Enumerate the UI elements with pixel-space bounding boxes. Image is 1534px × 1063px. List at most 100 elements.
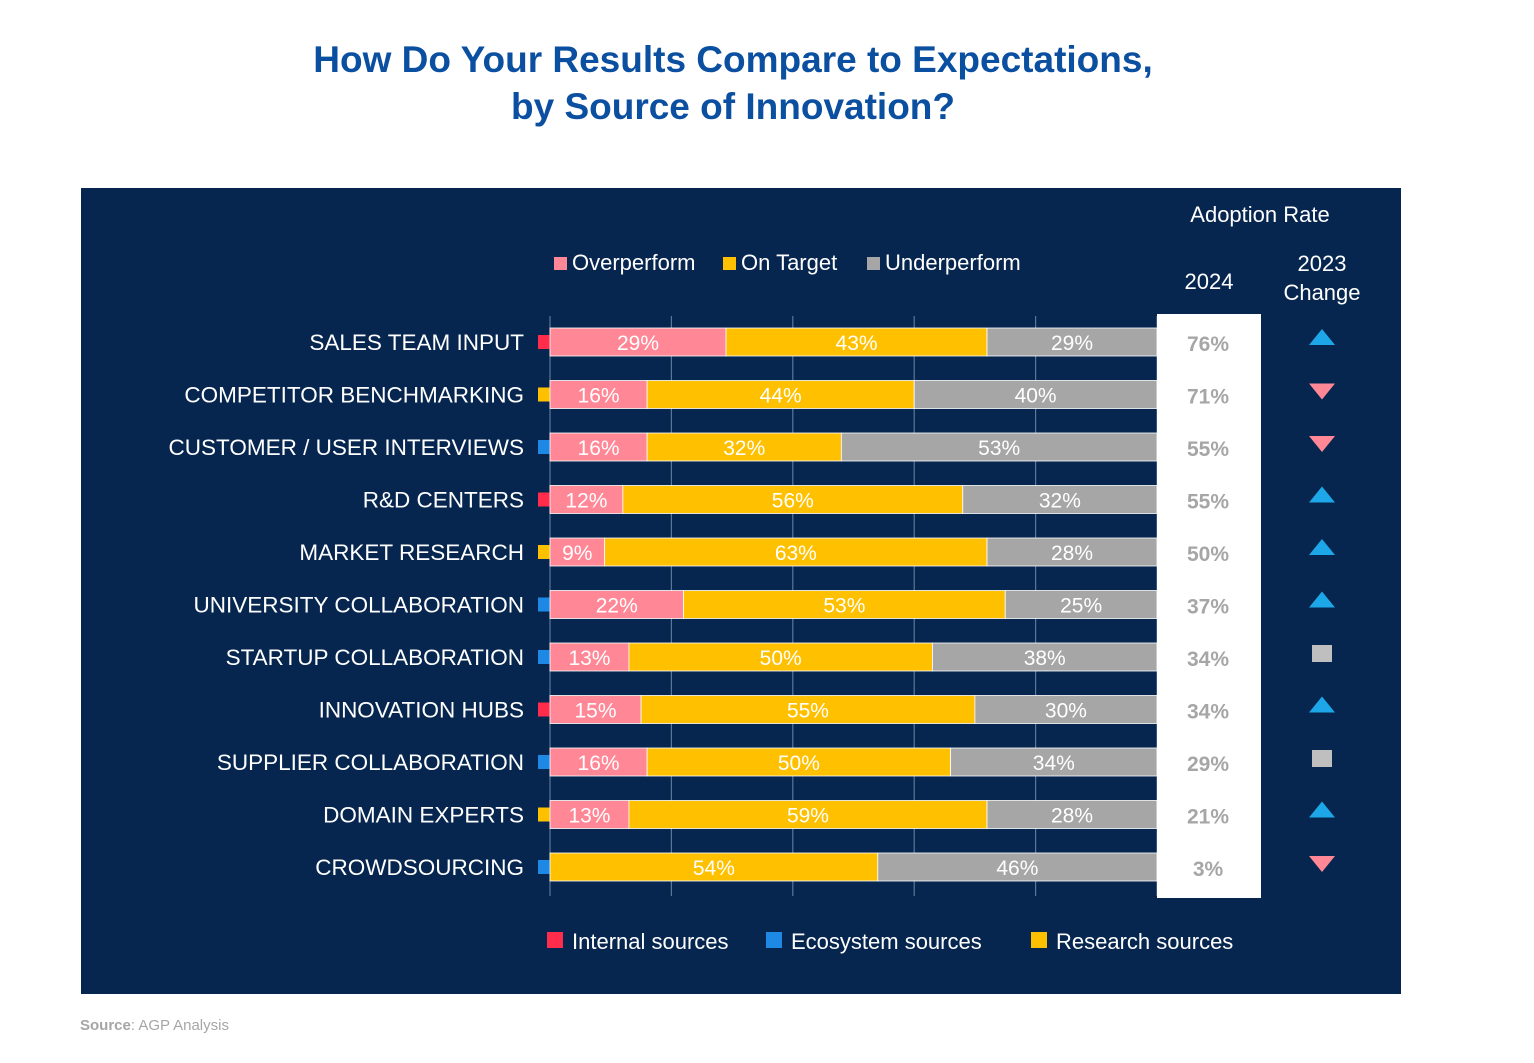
source-legend-swatch-research — [1031, 932, 1047, 948]
trend-flat-icon — [1312, 750, 1332, 767]
adoption-rate-value: 55% — [1187, 438, 1229, 461]
category-label: SALES TEAM INPUT — [309, 330, 524, 355]
bar-segment-overperform — [549, 537, 606, 567]
data-label-overperform: 12% — [565, 490, 607, 513]
bar-segment-underperform — [986, 327, 1158, 357]
trend-up-icon — [1309, 801, 1335, 818]
trend-down-icon — [1309, 856, 1335, 872]
data-label-overperform: 16% — [578, 385, 620, 408]
source-marker-research — [538, 807, 552, 822]
bar-segment-underperform — [913, 380, 1158, 409]
adoption-rate-value: 71% — [1187, 386, 1229, 409]
adoption-rate-header: Adoption Rate — [1190, 202, 1329, 227]
legend-label-on-target: On Target — [741, 250, 837, 275]
legend-swatch-underperform — [867, 257, 880, 270]
data-label-on-target: 63% — [775, 542, 817, 565]
data-label-on-target: 44% — [760, 385, 802, 408]
bar-segment-on-target — [646, 747, 952, 777]
data-label-on-target: 53% — [823, 595, 865, 618]
chart-title-line-2: by Source of Innovation? — [510, 86, 956, 127]
source-marker-ecosystem — [538, 860, 552, 874]
category-label: UNIVERSITY COLLABORATION — [194, 593, 525, 618]
category-label: DOMAIN EXPERTS — [323, 803, 524, 828]
data-label-underperform: 28% — [1051, 805, 1093, 828]
data-label-overperform: 13% — [568, 647, 610, 670]
bar-segment-underperform — [1004, 590, 1158, 619]
bar-segment-overperform — [549, 432, 648, 462]
adoption-rate-value: 37% — [1187, 596, 1229, 619]
trend-down-icon — [1309, 436, 1335, 452]
bar-segment-underperform — [932, 642, 1158, 672]
bar-segment-on-target — [549, 852, 879, 882]
data-label-underperform: 32% — [1039, 490, 1081, 513]
source-legend-label-ecosystem: Ecosystem sources — [791, 929, 982, 954]
data-label-underperform: 34% — [1033, 752, 1075, 775]
trend-up-icon — [1309, 486, 1335, 503]
data-label-on-target: 32% — [723, 437, 765, 460]
legend-label-underperform: Underperform — [885, 250, 1021, 275]
data-label-overperform: 29% — [617, 332, 659, 355]
chart-panel: Overperform On Target Underperform Adoption… — [81, 188, 1401, 994]
adoption-rate-value: 34% — [1187, 701, 1229, 724]
bar-segment-underperform — [950, 747, 1158, 777]
bar-segment-overperform — [549, 327, 727, 357]
source-legend-swatch-ecosystem — [766, 932, 782, 948]
adoption-rate-value: 3% — [1193, 858, 1224, 881]
chart-title: How Do Your Results Compare to Expectati… — [0, 36, 1466, 130]
data-label-underperform: 40% — [1015, 385, 1057, 408]
category-label: INNOVATION HUBS — [319, 698, 524, 723]
category-label: CROWDSOURCING — [315, 855, 524, 880]
data-label-on-target: 50% — [778, 752, 820, 775]
source-marker-ecosystem — [538, 597, 552, 612]
bar-segment-underperform — [840, 432, 1158, 462]
data-label-overperform: 16% — [578, 437, 620, 460]
data-label-underperform: 28% — [1051, 542, 1093, 565]
source-marker-internal — [538, 492, 552, 507]
bar-segment-on-target — [628, 800, 988, 829]
data-label-underperform: 38% — [1024, 647, 1066, 670]
legend-swatch-on-target — [723, 257, 736, 270]
bar-segment-underperform — [986, 800, 1158, 829]
source-marker-internal — [538, 335, 552, 349]
adoption-rate-value: 50% — [1187, 543, 1229, 566]
source-marker-internal — [538, 702, 552, 717]
data-label-overperform: 22% — [596, 595, 638, 618]
source-marker-ecosystem — [538, 440, 552, 454]
bar-segment-on-target — [640, 695, 976, 724]
source-legend-swatch-internal — [547, 932, 563, 948]
source-legend-label-internal: Internal sources — [572, 929, 729, 954]
category-label: CUSTOMER / USER INTERVIEWS — [169, 435, 524, 460]
legend-label-overperform: Overperform — [572, 250, 695, 275]
stacked-bar-chart: Overperform On Target Underperform Adoption… — [169, 202, 1361, 954]
bar-segment-on-target — [628, 642, 933, 672]
data-label-on-target: 54% — [693, 857, 735, 880]
adoption-year-header: 2024 — [1185, 269, 1234, 294]
adoption-rate-value: 55% — [1187, 491, 1229, 514]
category-label: STARTUP COLLABORATION — [226, 645, 524, 670]
adoption-rate-value: 21% — [1187, 806, 1229, 829]
trend-down-icon — [1309, 383, 1335, 400]
bar-segment-underperform — [974, 695, 1158, 724]
source-text: : AGP Analysis — [130, 1017, 229, 1034]
data-label-on-target: 55% — [787, 700, 829, 723]
source-marker-research — [538, 387, 552, 402]
source-marker-research — [538, 545, 552, 559]
adoption-rate-value: 29% — [1187, 753, 1229, 776]
category-label: SUPPLIER COLLABORATION — [217, 750, 524, 775]
source-label: Source — [80, 1017, 131, 1034]
bar-segment-on-target — [604, 537, 988, 567]
source-marker-ecosystem — [538, 650, 552, 664]
adoption-rate-value: 76% — [1187, 333, 1229, 356]
data-label-on-target: 59% — [787, 805, 829, 828]
trend-up-icon — [1309, 696, 1335, 713]
data-label-underperform: 29% — [1051, 332, 1093, 355]
source-note: Source: AGP Analysis — [80, 1017, 229, 1034]
bar-segment-overperform — [549, 695, 642, 724]
data-label-on-target: 50% — [760, 647, 802, 670]
trend-up-icon — [1309, 539, 1335, 555]
legend-swatch-overperform — [554, 257, 567, 270]
category-label: COMPETITOR BENCHMARKING — [184, 383, 524, 408]
trend-flat-icon — [1312, 645, 1332, 662]
data-label-underperform: 30% — [1045, 700, 1087, 723]
data-label-overperform: 16% — [578, 752, 620, 775]
